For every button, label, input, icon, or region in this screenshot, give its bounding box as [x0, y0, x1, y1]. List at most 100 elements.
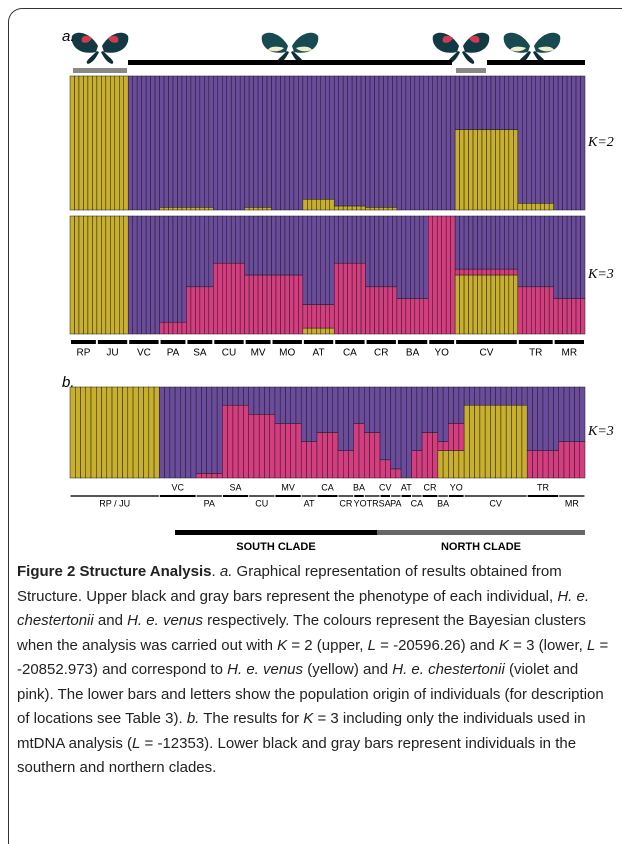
- membership-bar: [571, 298, 577, 335]
- population-label: MR: [562, 348, 578, 359]
- membership-bar: [421, 386, 428, 433]
- membership-bar: [463, 386, 470, 406]
- membership-bar: [78, 75, 84, 211]
- membership-bar: [468, 129, 474, 211]
- membership-bar: [544, 75, 550, 204]
- membership-bar: [96, 75, 102, 211]
- membership-bar: [258, 386, 265, 415]
- membership-bar: [356, 205, 362, 211]
- membership-bar: [463, 274, 469, 335]
- membership-bar: [511, 404, 517, 479]
- membership-bar: [395, 386, 402, 470]
- membership-bar: [490, 129, 496, 211]
- membership-bar: [369, 432, 376, 479]
- membership-bar: [306, 441, 312, 479]
- membership-bar: [311, 304, 317, 329]
- membership-bar: [481, 75, 487, 130]
- membership-bar: [348, 386, 355, 451]
- membership-bar: [274, 386, 281, 424]
- membership-bar: [387, 207, 393, 211]
- membership-bar: [508, 129, 514, 211]
- membership-bar: [379, 459, 386, 479]
- population-bar: [245, 340, 271, 344]
- membership-bar: [266, 274, 272, 335]
- membership-bar: [351, 205, 357, 211]
- membership-bar: [75, 386, 81, 479]
- membership-bar: [199, 207, 205, 211]
- membership-bar: [463, 129, 469, 211]
- membership-bar: [204, 286, 210, 335]
- membership-bar: [329, 215, 335, 305]
- membership-bar: [432, 386, 439, 433]
- membership-bar: [547, 386, 554, 451]
- membership-bar: [490, 215, 496, 270]
- membership-bar: [428, 75, 433, 211]
- membership-bar: [419, 298, 425, 335]
- caption-text: = -20596.26) and: [375, 636, 499, 654]
- membership-bar: [237, 404, 244, 479]
- membership-bar: [479, 404, 486, 479]
- membership-bar: [517, 215, 523, 288]
- population-bar: [354, 495, 364, 497]
- membership-bar: [432, 432, 439, 479]
- population-label: CV: [480, 348, 494, 359]
- membership-bar: [111, 386, 118, 479]
- membership-bar: [101, 386, 108, 479]
- membership-bar: [211, 386, 218, 474]
- membership-bar: [508, 75, 514, 130]
- population-bar: [275, 495, 301, 497]
- membership-bar: [495, 386, 502, 406]
- membership-bar: [141, 75, 147, 211]
- population-bar: [272, 340, 302, 344]
- membership-bar: [356, 215, 362, 264]
- membership-bar: [290, 423, 297, 479]
- membership-bar: [544, 215, 550, 288]
- membership-bar: [204, 215, 210, 288]
- membership-bar: [227, 386, 234, 406]
- membership-bar: [419, 215, 425, 299]
- membership-bar: [180, 386, 186, 479]
- membership-bar: [230, 215, 236, 264]
- membership-bar: [526, 450, 533, 479]
- membership-bar: [566, 75, 572, 211]
- membership-bar: [517, 75, 523, 204]
- caption-text: a.: [219, 563, 233, 580]
- membership-bar: [217, 262, 223, 335]
- membership-bar: [516, 404, 523, 479]
- membership-bar: [302, 199, 308, 211]
- membership-bar: [311, 75, 317, 200]
- membership-bar: [358, 386, 365, 424]
- membership-bar: [201, 473, 207, 479]
- membership-bar: [284, 274, 290, 335]
- membership-bar: [580, 215, 586, 299]
- membership-bar: [298, 215, 304, 276]
- population-label: MV: [281, 482, 295, 492]
- membership-bar: [195, 215, 201, 288]
- membership-bar: [213, 215, 219, 264]
- membership-bar: [472, 215, 478, 270]
- membership-bar: [571, 75, 577, 211]
- caption-text: (violet and pink). The lower bars and le…: [17, 661, 604, 727]
- membership-bar: [321, 386, 328, 433]
- membership-bar: [411, 386, 418, 451]
- membership-bar: [490, 386, 496, 406]
- membership-bar: [127, 386, 134, 479]
- membership-bar: [316, 432, 323, 479]
- membership-bar: [257, 207, 263, 211]
- membership-bar: [454, 274, 460, 335]
- membership-bar: [500, 386, 507, 406]
- population-bar: [397, 340, 428, 344]
- membership-bar: [172, 75, 178, 208]
- caption-text: (yellow) and: [303, 661, 393, 678]
- membership-bar: [508, 274, 514, 335]
- membership-bar: [459, 274, 465, 335]
- membership-bar: [490, 75, 496, 130]
- membership-bar: [522, 286, 528, 335]
- membership-bar: [90, 386, 97, 479]
- caption-text: H. e. chestertonii: [392, 661, 505, 678]
- membership-bar: [374, 75, 380, 208]
- membership-bar: [248, 75, 254, 208]
- population-bar: [70, 495, 159, 497]
- membership-bar: [150, 75, 156, 211]
